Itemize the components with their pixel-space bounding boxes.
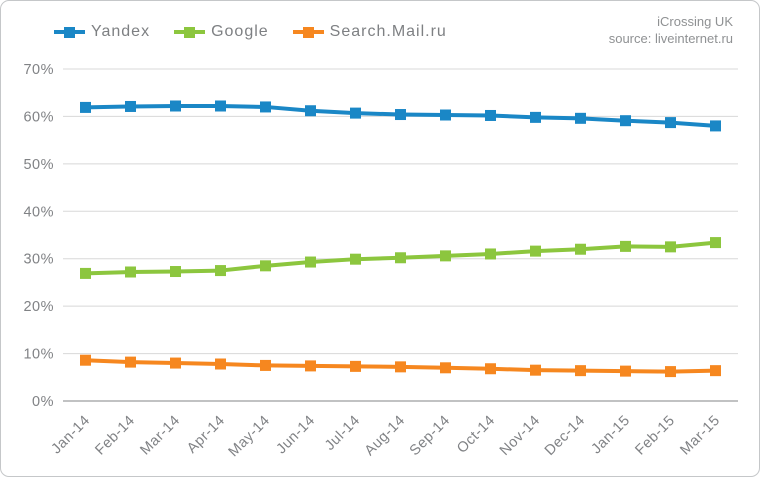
data-point-marker-yandex [395, 109, 406, 121]
data-point-marker-google [395, 252, 406, 264]
search-mail-ru-series-marker-icon [292, 26, 324, 39]
x-axis-tick-label: May-14 [226, 413, 274, 461]
legend-label-yandex: Yandex [91, 23, 151, 40]
x-axis-tick-label: Jul-14 [322, 413, 363, 454]
data-point-marker-search-mail-ru [80, 354, 91, 366]
x-axis-tick-label: Apr-14 [184, 413, 228, 457]
data-point-marker-yandex [305, 105, 316, 117]
y-axis-tick-label: 70% [23, 62, 54, 78]
data-point-marker-yandex [665, 117, 676, 129]
data-point-marker-yandex [170, 100, 181, 112]
x-axis-tick-label: Oct-14 [454, 413, 498, 457]
data-point-marker-yandex [620, 115, 631, 127]
legend-label-search-mail-ru: Search.Mail.ru [329, 23, 447, 40]
x-axis-tick-label: Jan-15 [589, 413, 634, 458]
data-point-marker-search-mail-ru [395, 361, 406, 373]
data-point-marker-yandex [575, 112, 586, 124]
data-point-marker-google [305, 256, 316, 268]
attribution-source: source: liveinternet.ru [608, 31, 733, 46]
data-point-marker-google [350, 253, 361, 265]
data-point-marker-google [620, 240, 631, 252]
x-axis-tick-label: Feb-15 [632, 413, 678, 459]
data-point-marker-google [170, 266, 181, 278]
data-point-marker-yandex [485, 109, 496, 121]
data-point-marker-search-mail-ru [350, 360, 361, 372]
legend-item-search-mail-ru: Search.Mail.ru [292, 23, 447, 41]
x-axis-tick-label: Aug-14 [362, 413, 409, 460]
x-axis-tick-label: Jun-14 [274, 413, 319, 458]
y-axis-tick-label: 40% [23, 204, 54, 220]
data-point-marker-yandex [260, 101, 271, 113]
data-point-marker-search-mail-ru [620, 365, 631, 377]
data-point-marker-yandex [710, 120, 721, 132]
x-axis-tick-label: Feb-14 [92, 413, 138, 459]
data-point-marker-google [80, 267, 91, 279]
y-axis-tick-label: 30% [23, 252, 54, 268]
data-point-marker-google [575, 243, 586, 255]
data-point-marker-google [125, 266, 136, 278]
x-axis-tick-label: Sep-14 [407, 413, 454, 460]
data-point-marker-search-mail-ru [260, 359, 271, 371]
data-point-marker-google [440, 250, 451, 262]
x-axis-tick-label: Mar-14 [137, 413, 183, 459]
series-yandex [80, 100, 721, 132]
data-point-marker-google [665, 241, 676, 253]
data-point-marker-yandex [215, 100, 226, 112]
data-point-marker-search-mail-ru [305, 360, 316, 372]
legend-item-google: Google [174, 23, 269, 41]
legend: Yandex Google Search.Mail.ru [54, 23, 447, 41]
x-axis-tick-label: Jan-14 [49, 413, 94, 458]
data-point-marker-google [260, 260, 271, 272]
y-axis-tick-label: 50% [23, 157, 54, 173]
legend-label-google: Google [211, 23, 269, 40]
y-axis-tick-label: 10% [23, 347, 54, 363]
legend-item-yandex: Yandex [54, 23, 150, 41]
data-point-marker-search-mail-ru [485, 363, 496, 375]
data-point-marker-google [710, 237, 721, 249]
attribution: iCrossing UK source: liveinternet.ru [609, 13, 733, 47]
data-point-marker-search-mail-ru [665, 366, 676, 378]
series-search-mail-ru [80, 354, 721, 378]
data-point-marker-google [530, 245, 541, 257]
series-google [80, 237, 721, 279]
data-point-marker-yandex [350, 107, 361, 119]
attribution-brand: iCrossing UK [657, 14, 733, 29]
data-point-marker-search-mail-ru [125, 356, 136, 368]
data-point-marker-search-mail-ru [215, 358, 226, 370]
data-point-marker-search-mail-ru [440, 362, 451, 374]
data-point-marker-google [485, 248, 496, 260]
data-point-marker-yandex [80, 101, 91, 113]
y-axis-tick-label: 20% [23, 299, 54, 315]
data-point-marker-yandex [530, 111, 541, 123]
x-axis-tick-label: Dec-14 [542, 413, 588, 459]
x-axis-tick-label: Nov-14 [497, 413, 543, 459]
y-axis-tick-label: 60% [23, 109, 54, 125]
data-point-marker-yandex [125, 100, 136, 112]
data-point-marker-search-mail-ru [710, 365, 721, 377]
data-point-marker-google [215, 265, 226, 277]
x-axis-tick-label: Mar-15 [677, 413, 723, 459]
yandex-series-marker-icon [54, 26, 85, 39]
y-axis-tick-label: 0% [32, 394, 54, 410]
data-point-marker-search-mail-ru [575, 365, 586, 377]
google-series-marker-icon [174, 26, 206, 39]
data-point-marker-search-mail-ru [170, 357, 181, 369]
data-point-marker-search-mail-ru [530, 364, 541, 376]
data-point-marker-yandex [440, 109, 451, 121]
